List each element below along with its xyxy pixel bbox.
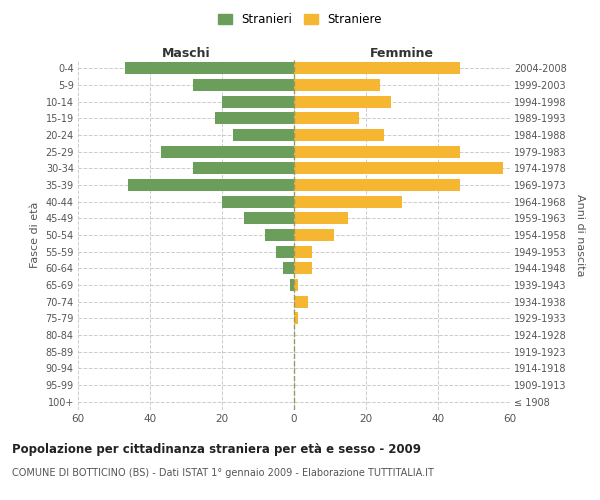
Bar — [294, 279, 298, 291]
Bar — [193, 79, 294, 91]
Bar — [294, 212, 348, 224]
Bar — [294, 129, 384, 141]
Y-axis label: Anni di nascita: Anni di nascita — [575, 194, 585, 276]
Bar — [222, 96, 294, 108]
Bar — [193, 162, 294, 174]
Bar — [294, 62, 460, 74]
Bar — [128, 179, 294, 191]
Bar — [215, 112, 294, 124]
Bar — [294, 79, 380, 91]
Bar — [294, 112, 359, 124]
Bar — [294, 196, 402, 207]
Bar — [233, 129, 294, 141]
Bar — [294, 96, 391, 108]
Bar — [276, 246, 294, 258]
Legend: Stranieri, Straniere: Stranieri, Straniere — [213, 8, 387, 31]
Bar — [294, 229, 334, 241]
Bar — [265, 229, 294, 241]
Bar — [294, 262, 312, 274]
Bar — [222, 196, 294, 207]
Bar — [294, 162, 503, 174]
Y-axis label: Fasce di età: Fasce di età — [30, 202, 40, 268]
Bar — [294, 246, 312, 258]
Text: COMUNE DI BOTTICINO (BS) - Dati ISTAT 1° gennaio 2009 - Elaborazione TUTTITALIA.: COMUNE DI BOTTICINO (BS) - Dati ISTAT 1°… — [12, 468, 434, 477]
Bar — [294, 179, 460, 191]
Bar — [161, 146, 294, 158]
Text: Popolazione per cittadinanza straniera per età e sesso - 2009: Popolazione per cittadinanza straniera p… — [12, 442, 421, 456]
Bar — [125, 62, 294, 74]
Text: Maschi: Maschi — [161, 47, 211, 60]
Bar — [294, 146, 460, 158]
Text: Femmine: Femmine — [370, 47, 434, 60]
Bar — [244, 212, 294, 224]
Bar — [283, 262, 294, 274]
Bar — [290, 279, 294, 291]
Bar — [294, 296, 308, 308]
Bar — [294, 312, 298, 324]
